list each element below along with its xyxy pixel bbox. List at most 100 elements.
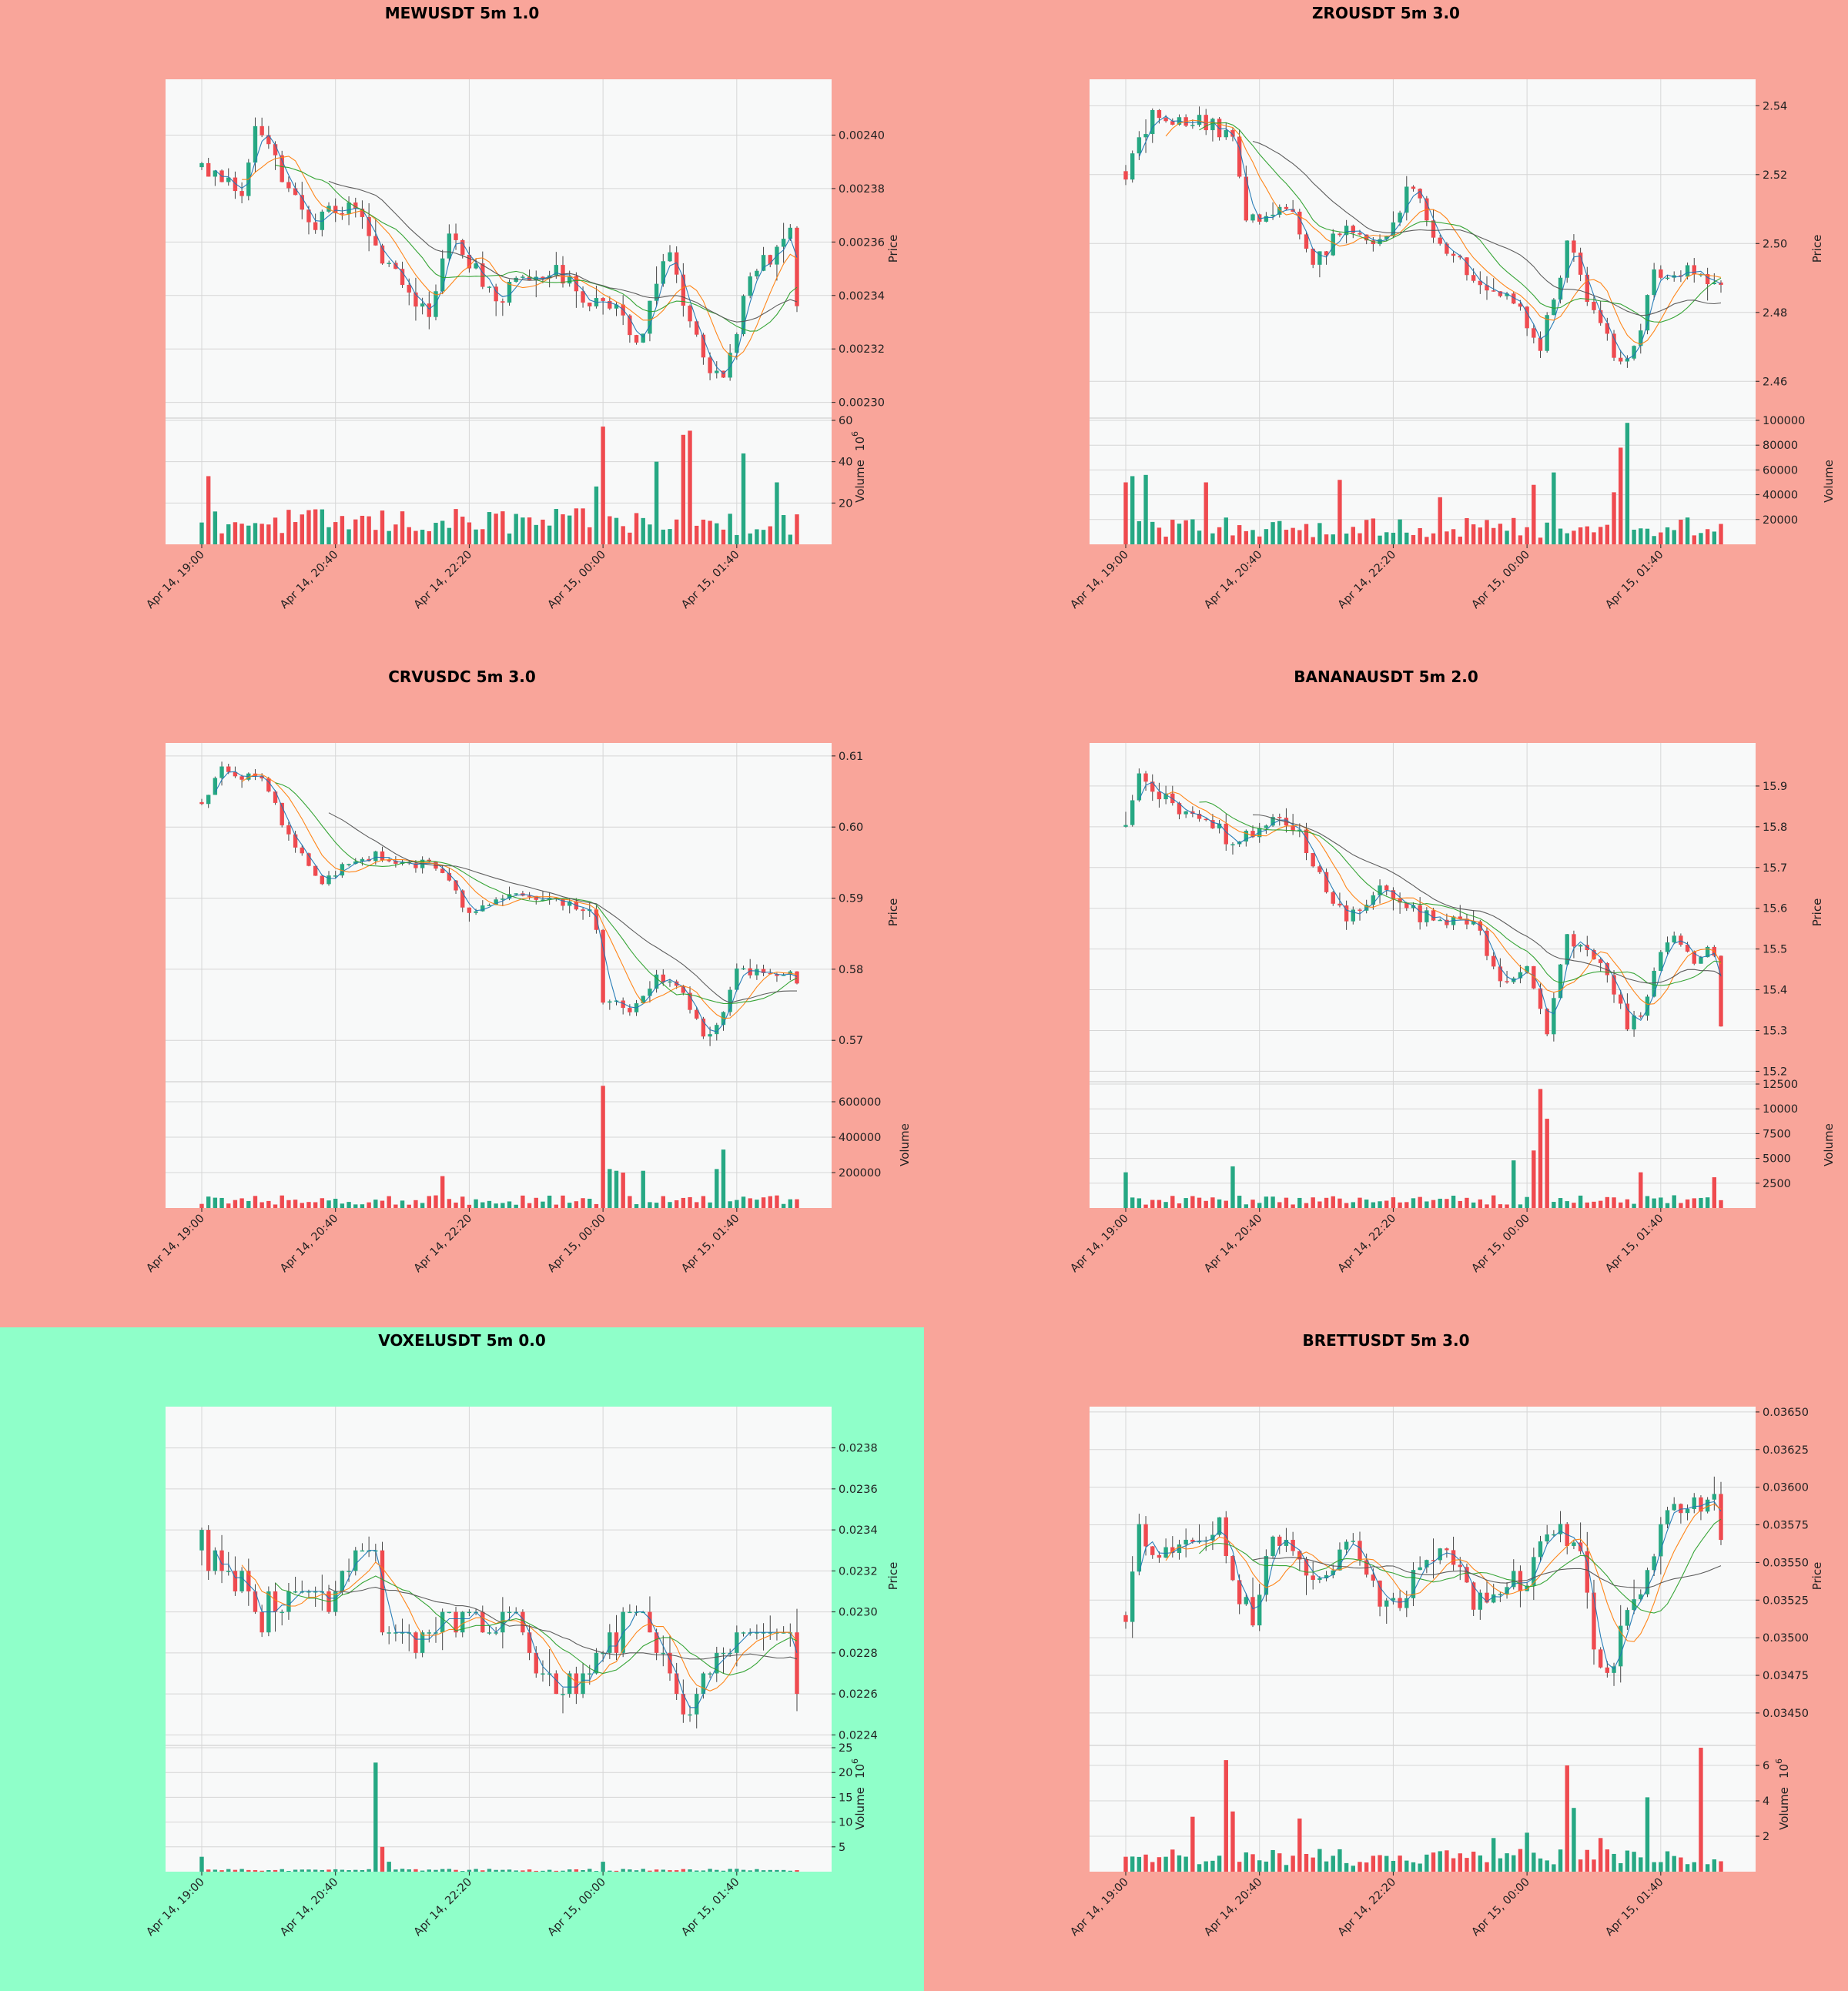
volume-bar [521, 1870, 525, 1872]
candle-body [440, 868, 445, 873]
candle-body [333, 875, 338, 877]
candle-body [273, 1591, 278, 1612]
volume-bar [1451, 1196, 1456, 1208]
volume-bar [608, 516, 612, 544]
candle-body [1244, 176, 1249, 221]
candle-body [1619, 994, 1623, 1004]
candle-body [1197, 115, 1202, 125]
candle-body [1217, 1517, 1222, 1535]
candle-body [601, 929, 605, 1003]
candle-body [1505, 981, 1509, 982]
volume-bar [715, 1169, 719, 1208]
moving-average-line [1138, 115, 1722, 360]
candle-body [728, 353, 732, 378]
price-tick-label: 0.00234 [839, 290, 885, 303]
volume-bar [741, 1196, 746, 1208]
volume-bar [1143, 1854, 1148, 1872]
volume-bar [1130, 1197, 1135, 1208]
candle-body [273, 144, 278, 156]
volume-bar [1250, 1200, 1255, 1208]
candle-body [654, 1632, 659, 1653]
volume-bar [1699, 1197, 1703, 1208]
x-tick-label: Apr 14, 20:40 [1202, 1213, 1264, 1275]
volume-bar [239, 1869, 244, 1872]
volume-bar [507, 533, 512, 544]
candle-body [1592, 302, 1596, 310]
volume-tick-label: 2500 [1763, 1178, 1791, 1190]
x-tick-label: Apr 14, 19:00 [1068, 1876, 1130, 1939]
volume-bar [1324, 534, 1329, 544]
price-tick-label: 2.52 [1763, 169, 1787, 182]
candle-body [480, 263, 485, 287]
candle-body [1518, 303, 1523, 307]
chart-title: CRVUSDC 5m 3.0 [388, 668, 536, 686]
volume-bar [1411, 1198, 1416, 1208]
volume-tick-label: 80000 [1763, 440, 1798, 452]
candle-body [1705, 1499, 1710, 1512]
candle-body [199, 801, 204, 805]
volume-exponent: 106 [1774, 1758, 1791, 1779]
candle-body [1317, 1578, 1322, 1580]
price-plot-area [1090, 79, 1756, 418]
candle-body [286, 1591, 291, 1612]
price-plot-area [1090, 1407, 1756, 1745]
candle-body [1371, 895, 1376, 905]
candle-body [661, 1652, 665, 1655]
candle-body [1512, 293, 1516, 304]
volume-plot-area [1090, 1745, 1756, 1872]
volume-bar [567, 1869, 572, 1872]
candle-body [1364, 234, 1369, 241]
volume-bar [1625, 1199, 1630, 1208]
volume-bar [434, 1195, 438, 1208]
x-tick-label: Apr 14, 20:40 [278, 549, 340, 611]
candle-body [541, 899, 545, 901]
candle-body [1445, 919, 1449, 925]
volume-bar [1612, 1197, 1616, 1208]
volume-bar [373, 1762, 378, 1872]
volume-plot-area [1090, 1082, 1756, 1208]
volume-bar [253, 1196, 258, 1208]
candle-body [795, 971, 799, 984]
candle-body [1672, 275, 1676, 278]
volume-axis-label-text: Volume [1822, 1123, 1836, 1166]
candle-body [1458, 916, 1462, 919]
candle-body [326, 875, 331, 885]
price-tick-label: 0.0230 [839, 1607, 878, 1619]
candle-body [1719, 1494, 1723, 1541]
volume-bar [1665, 527, 1670, 544]
volume-bar [400, 1200, 405, 1208]
candle-body [521, 1611, 525, 1633]
candle-body [253, 125, 258, 163]
volume-bar [1358, 533, 1362, 544]
volume-bar [1284, 530, 1289, 544]
volume-bar [306, 510, 311, 544]
x-tick-label: Apr 15, 01:40 [679, 1876, 742, 1939]
candle-body [1605, 962, 1610, 975]
volume-bar [474, 529, 478, 544]
volume-bar [1270, 1849, 1275, 1872]
candle-body [1672, 935, 1676, 943]
candle-body [1645, 295, 1650, 331]
price-tick-label: 0.0238 [839, 1443, 878, 1455]
candle-body [1418, 905, 1422, 922]
chart-panel: ZROUSDT 5m 3.0 2.46 2.48 2.50 2.52 2.54 20000 4… [924, 0, 1848, 664]
x-tick-label: Apr 15, 01:40 [679, 549, 742, 611]
volume-bar [601, 427, 605, 544]
volume-bar [1692, 535, 1696, 544]
volume-bar [1652, 1862, 1656, 1872]
candle-body [373, 851, 378, 862]
candle-body [494, 286, 498, 302]
volume-tick-label: 20 [839, 1767, 852, 1779]
price-tick-label: 0.03650 [1763, 1407, 1809, 1419]
candle-body [1518, 972, 1523, 979]
candle-body [1277, 1536, 1282, 1546]
candle-body [1598, 959, 1603, 963]
volume-bar [1572, 530, 1576, 544]
candle-body [1358, 1541, 1362, 1561]
volume-bar [1552, 1864, 1556, 1872]
candle-body [199, 162, 204, 168]
candle-body [259, 775, 264, 778]
candle-body [1344, 226, 1349, 236]
candle-body [648, 1611, 652, 1633]
volume-bar [333, 1198, 338, 1208]
